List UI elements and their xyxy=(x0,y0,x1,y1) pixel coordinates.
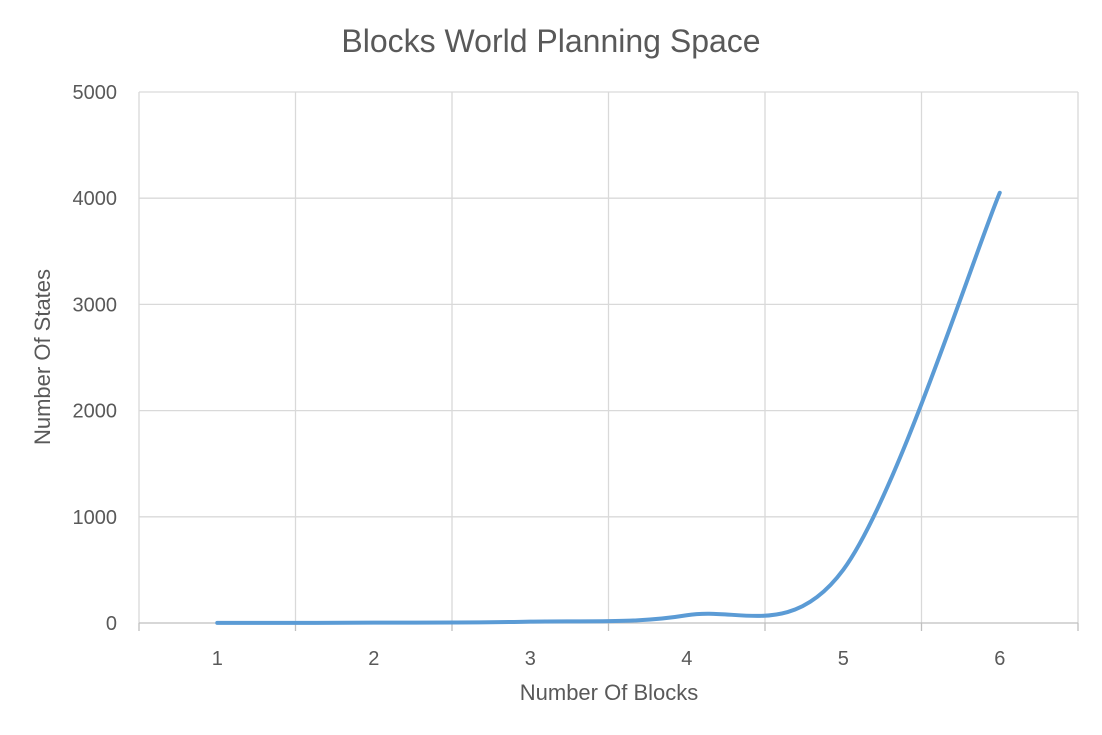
x-tick-label: 2 xyxy=(368,648,379,670)
axes: 0 1000 2000 3000 4000 5000 1 2 3 4 5 6 xyxy=(73,82,1079,670)
x-tick-label: 3 xyxy=(525,648,536,670)
y-tick-label: 5000 xyxy=(73,82,118,104)
x-tick-label: 4 xyxy=(681,648,692,670)
x-tick-label: 5 xyxy=(838,648,849,670)
x-tick-label: 1 xyxy=(212,648,223,670)
y-tick-label: 3000 xyxy=(73,294,118,316)
y-tick-label: 2000 xyxy=(73,401,118,423)
y-tick-label: 0 xyxy=(106,613,117,635)
y-axis-label: Number Of States xyxy=(30,269,55,445)
series-line xyxy=(215,190,1002,625)
y-tick-label: 4000 xyxy=(73,188,118,210)
series-layer xyxy=(215,190,1002,625)
x-axis-label: Number Of Blocks xyxy=(520,680,699,705)
gridlines xyxy=(138,91,1079,623)
x-tick-label: 6 xyxy=(994,648,1005,670)
chart-title: Blocks World Planning Space xyxy=(341,23,760,59)
y-tick-label: 1000 xyxy=(73,507,118,529)
